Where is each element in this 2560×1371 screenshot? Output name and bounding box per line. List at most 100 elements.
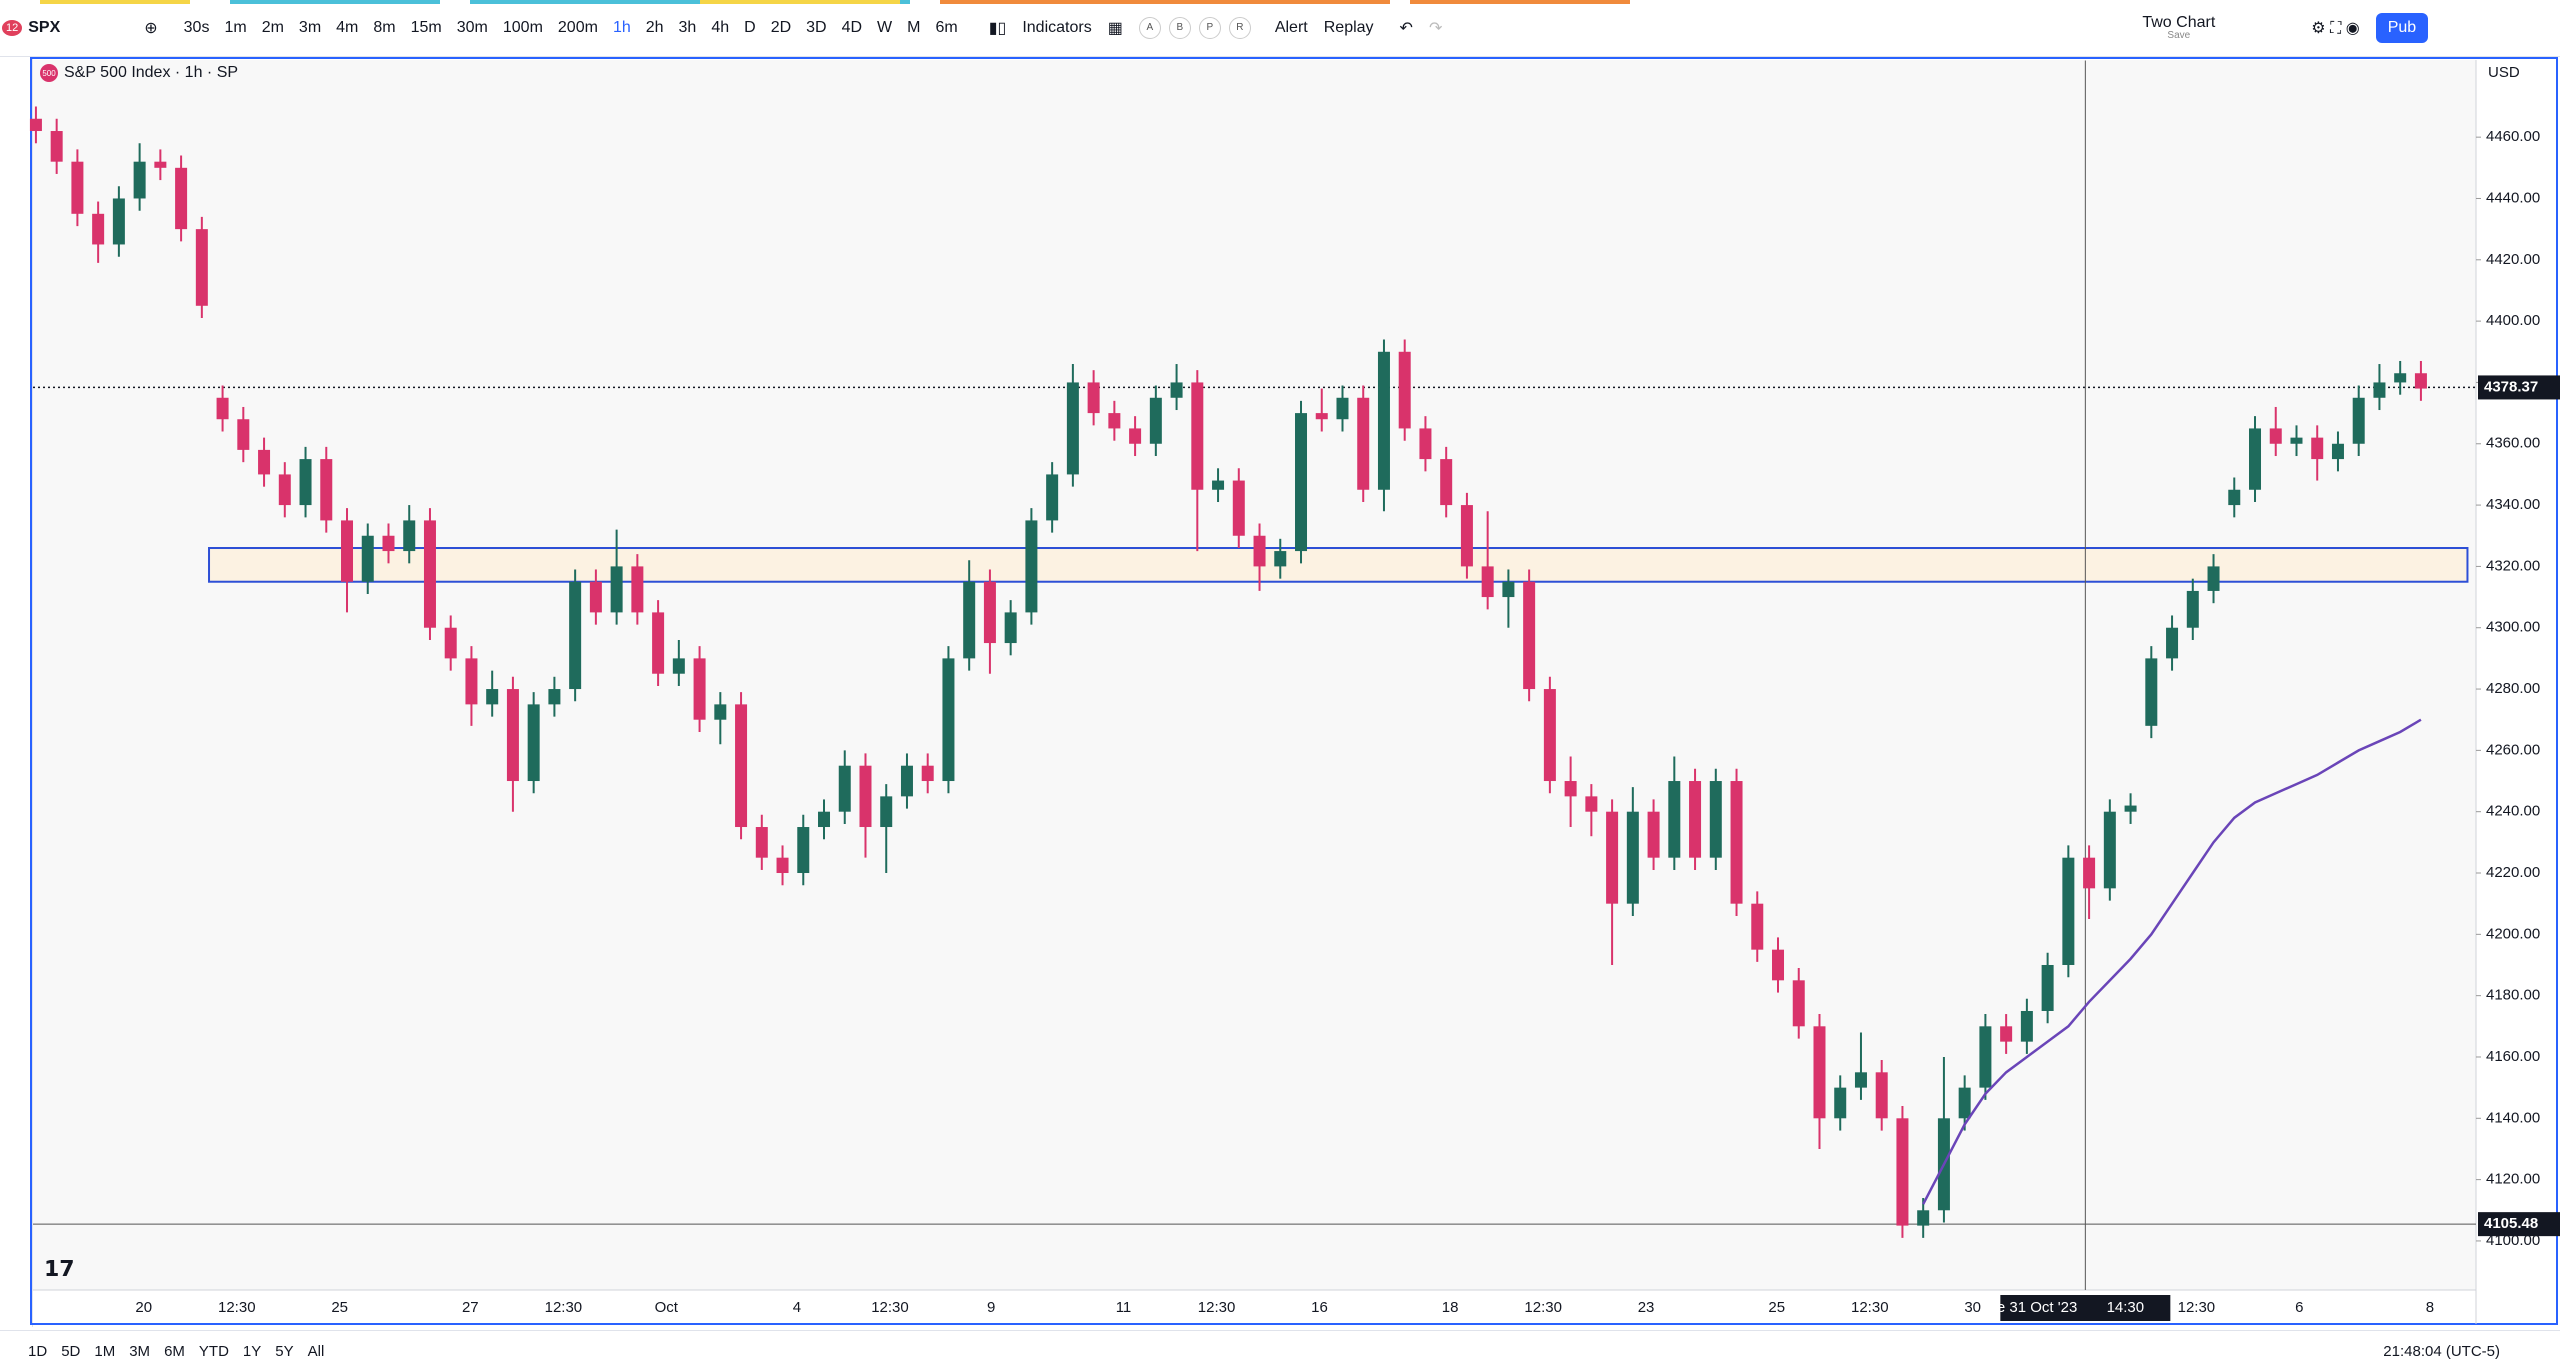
candle-body <box>755 827 768 858</box>
y-tick-label: 4420.00 <box>2486 251 2540 268</box>
range[interactable]: 1M <box>94 1342 116 1360</box>
publish[interactable]: Pub <box>2375 13 2429 43</box>
letter-button[interactable]: B <box>1168 17 1191 39</box>
range[interactable]: 3M <box>129 1342 151 1360</box>
interval[interactable]: D <box>744 19 756 36</box>
letter-button[interactable]: R <box>1228 17 1251 39</box>
crosshair-date: Tue 31 Oct '23 <box>1980 1299 2077 1316</box>
candle-body <box>1792 980 1805 1027</box>
candle-body <box>1896 1118 1909 1226</box>
indicators[interactable]: Indicators <box>1022 19 1092 36</box>
candle-body <box>1813 1026 1826 1119</box>
symbol-badge-text: 500 <box>42 69 56 78</box>
x-tick-label: 30 <box>1964 1299 1981 1316</box>
x-tick-label: 12:30 <box>218 1299 256 1316</box>
interval[interactable]: 30m <box>456 19 488 36</box>
interval[interactable]: 4h <box>711 19 730 36</box>
price-label-bg <box>2478 375 2560 400</box>
undo[interactable]: ↶ <box>1399 20 1413 37</box>
interval[interactable]: 3h <box>678 19 697 36</box>
candle-body <box>237 419 250 450</box>
range[interactable]: YTD <box>198 1342 229 1360</box>
interval[interactable]: 4m <box>336 19 359 36</box>
candle-body <box>2414 373 2427 389</box>
y-tick-label: 4180.00 <box>2486 987 2540 1004</box>
candle-body <box>735 704 748 828</box>
candle-body <box>403 520 416 552</box>
range[interactable]: All <box>307 1342 325 1360</box>
letter-button[interactable]: P <box>1198 17 1221 39</box>
x-tick-label: 4 <box>793 1299 801 1316</box>
candle-body <box>1149 397 1162 444</box>
candle-body <box>2207 566 2220 591</box>
x-tick-label: 11 <box>1116 1299 1132 1316</box>
y-tick-label: 4400.00 <box>2486 312 2540 329</box>
replay[interactable]: Replay <box>1323 19 1374 36</box>
candle-body <box>527 704 540 782</box>
candle-body <box>1108 413 1121 429</box>
x-tick-label: 12:30 <box>1851 1299 1889 1316</box>
candle-body <box>963 581 976 659</box>
add[interactable]: ⊕ <box>144 20 158 37</box>
candle-body <box>1315 413 1328 420</box>
interval[interactable]: 15m <box>410 19 442 36</box>
range[interactable]: 1D <box>28 1342 48 1360</box>
candle-body <box>631 566 644 613</box>
layout[interactable]: Two Chart Save <box>2142 15 2215 41</box>
x-tick-label: 18 <box>1442 1299 1459 1316</box>
candle-body <box>1668 781 1681 858</box>
range[interactable]: 5D <box>61 1342 81 1360</box>
candle-body <box>506 689 519 782</box>
symbol[interactable]: SPX <box>28 19 61 36</box>
settings[interactable]: ⚙ ⛶ ◉ <box>2311 20 2360 37</box>
x-tick-label: 8 <box>2426 1299 2434 1316</box>
interval[interactable]: 1h <box>612 19 631 36</box>
interval[interactable]: 4D <box>841 19 863 36</box>
interval[interactable]: 1m <box>224 19 247 36</box>
candle-body <box>1212 480 1225 490</box>
candle-body <box>2124 805 2137 812</box>
interval[interactable]: 6m <box>935 19 958 36</box>
interval[interactable]: 8m <box>373 19 396 36</box>
candle-body <box>714 704 727 720</box>
y-tick-label: 4140.00 <box>2486 1109 2540 1126</box>
candle-body <box>1502 581 1515 598</box>
candle-body <box>154 161 167 168</box>
candle-body <box>1709 781 1722 858</box>
candle-body <box>548 689 561 705</box>
alert[interactable]: Alert <box>1274 19 1308 36</box>
range[interactable]: 1Y <box>242 1342 262 1360</box>
interval[interactable]: 3m <box>298 19 322 36</box>
candle-body <box>320 459 333 521</box>
interval[interactable]: 2h <box>645 19 664 36</box>
candle-body <box>361 535 374 582</box>
chart-type[interactable]: ▮▯ <box>988 20 1007 37</box>
candle-body <box>299 459 312 506</box>
range[interactable]: 5Y <box>275 1342 294 1360</box>
candle-body <box>1854 1072 1867 1088</box>
redo[interactable]: ↷ <box>1428 20 1443 37</box>
interval[interactable]: 100m <box>502 19 543 36</box>
candle-body <box>1025 520 1038 613</box>
range[interactable]: 6M <box>164 1342 185 1360</box>
candle-body <box>1772 949 1785 981</box>
interval[interactable]: W <box>877 19 893 36</box>
interval[interactable]: 2D <box>770 19 792 36</box>
interval[interactable]: 3D <box>806 19 827 36</box>
candle-body <box>1564 781 1577 797</box>
candle-body <box>2083 857 2096 889</box>
x-tick-label: 27 <box>462 1299 479 1316</box>
y-tick-label: 4300.00 <box>2486 619 2540 636</box>
plot-bg <box>33 60 2476 1290</box>
letter-button[interactable]: A <box>1138 17 1161 39</box>
interval[interactable]: 2m <box>261 19 284 36</box>
price-label: 4378.37 <box>2484 378 2538 395</box>
intervals: 30s 1m 2m 3m 4m 8m 15m 30m 100m 200m 1h 2h 3h 4h D 2D 3D… <box>184 19 973 37</box>
templates[interactable]: ▦ <box>1107 20 1123 37</box>
x-tick-label: Oct <box>655 1299 679 1316</box>
candle-body <box>175 167 188 230</box>
interval[interactable]: 30s <box>183 19 210 36</box>
interval[interactable]: 200m <box>557 19 598 36</box>
interval[interactable]: M <box>907 19 921 36</box>
